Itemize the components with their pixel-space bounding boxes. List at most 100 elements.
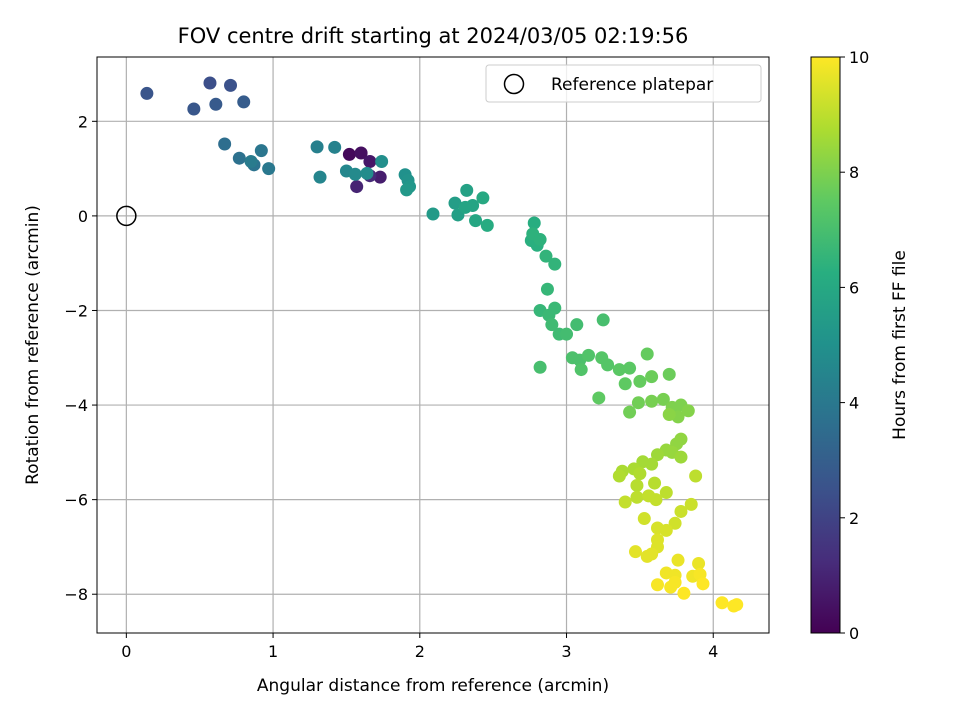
data-point	[715, 596, 729, 610]
y-tick-label: 2	[78, 112, 88, 131]
data-point	[623, 361, 637, 375]
data-point	[203, 76, 217, 90]
data-point	[262, 162, 276, 176]
plot-frame	[96, 56, 770, 634]
data-point	[244, 155, 258, 169]
x-axis-label: Angular distance from reference (arcmin)	[257, 676, 609, 696]
data-point	[637, 512, 651, 526]
colorbar-tick-label: 10	[849, 48, 869, 67]
data-point	[674, 504, 688, 518]
data-point	[232, 151, 246, 165]
data-point	[671, 553, 685, 567]
axis-ticks: 0 1 2 3 4 −8 −6 −4 −2 0 2	[64, 112, 718, 661]
data-point	[254, 144, 268, 158]
data-point	[218, 137, 232, 151]
data-point	[642, 489, 656, 503]
data-point	[696, 577, 710, 591]
colorbar-tick-label: 8	[849, 163, 859, 182]
data-point	[650, 448, 664, 462]
data-point	[548, 257, 562, 271]
data-point	[645, 370, 659, 384]
data-point	[373, 170, 387, 184]
data-point	[548, 301, 562, 315]
data-point	[527, 216, 541, 230]
x-tick-label: 1	[268, 642, 278, 661]
x-tick-label: 4	[708, 642, 718, 661]
data-point	[645, 457, 659, 471]
data-point	[582, 348, 596, 362]
data-point	[730, 598, 744, 612]
data-point	[540, 282, 554, 296]
data-point	[612, 469, 626, 483]
reference-platepar-marker	[116, 205, 137, 227]
colorbar-tick-label: 2	[849, 509, 859, 528]
data-point	[348, 167, 362, 181]
data-point	[480, 218, 494, 232]
legend-marker	[503, 73, 525, 95]
data-point	[458, 200, 472, 214]
data-point	[601, 358, 615, 372]
data-point	[539, 249, 553, 263]
legend: Reference platepar	[485, 64, 762, 103]
data-point	[648, 476, 662, 490]
data-point	[237, 95, 251, 109]
data-point	[533, 233, 547, 247]
data-point	[310, 140, 324, 154]
data-point	[187, 102, 201, 116]
data-point	[328, 140, 342, 154]
data-point	[469, 214, 483, 228]
data-point	[209, 97, 223, 111]
data-point	[677, 586, 691, 600]
colorbar-gradient	[810, 56, 841, 634]
data-point	[224, 78, 238, 92]
colorbar-tick-label: 6	[849, 278, 859, 297]
data-point	[354, 146, 368, 160]
data-point	[645, 394, 659, 408]
legend-box	[485, 64, 762, 103]
data-point	[623, 405, 637, 419]
data-point	[448, 196, 462, 210]
data-point	[570, 318, 584, 332]
data-point	[662, 408, 676, 422]
data-point	[630, 490, 644, 504]
data-point	[363, 155, 377, 169]
chart-title: FOV centre drift starting at 2024/03/05 …	[178, 24, 689, 48]
x-tick-label: 2	[415, 642, 425, 661]
data-point	[633, 374, 647, 388]
data-point	[360, 166, 374, 180]
data-point	[692, 556, 706, 570]
data-point	[375, 155, 389, 169]
data-point	[545, 318, 559, 332]
y-tick-label: 0	[78, 207, 88, 226]
data-point	[662, 367, 676, 381]
data-point	[659, 486, 673, 500]
grid	[97, 57, 769, 633]
data-point	[342, 147, 356, 161]
data-point	[140, 86, 154, 100]
y-tick-label: −8	[64, 585, 88, 604]
data-point	[664, 580, 678, 594]
reference-layer	[116, 205, 137, 227]
data-point	[659, 523, 673, 537]
data-point	[560, 327, 574, 341]
data-point	[630, 478, 644, 492]
data-point	[574, 363, 588, 377]
data-point	[681, 404, 695, 418]
legend-label: Reference platepar	[551, 75, 713, 95]
data-point	[640, 347, 654, 361]
data-point	[350, 180, 364, 194]
data-point	[476, 191, 490, 205]
data-point	[460, 183, 474, 197]
x-tick-label: 0	[121, 642, 131, 661]
colorbar-tick-label: 4	[849, 394, 859, 413]
data-point	[618, 495, 632, 509]
y-tick-label: −6	[64, 491, 88, 510]
data-point	[313, 170, 327, 184]
colorbar-ticks: 0 2 4 6 8 10	[840, 48, 869, 643]
data-point	[596, 313, 610, 327]
data-point	[533, 360, 547, 374]
data-point	[668, 516, 682, 530]
data-point	[592, 391, 606, 405]
data-point	[684, 497, 698, 511]
